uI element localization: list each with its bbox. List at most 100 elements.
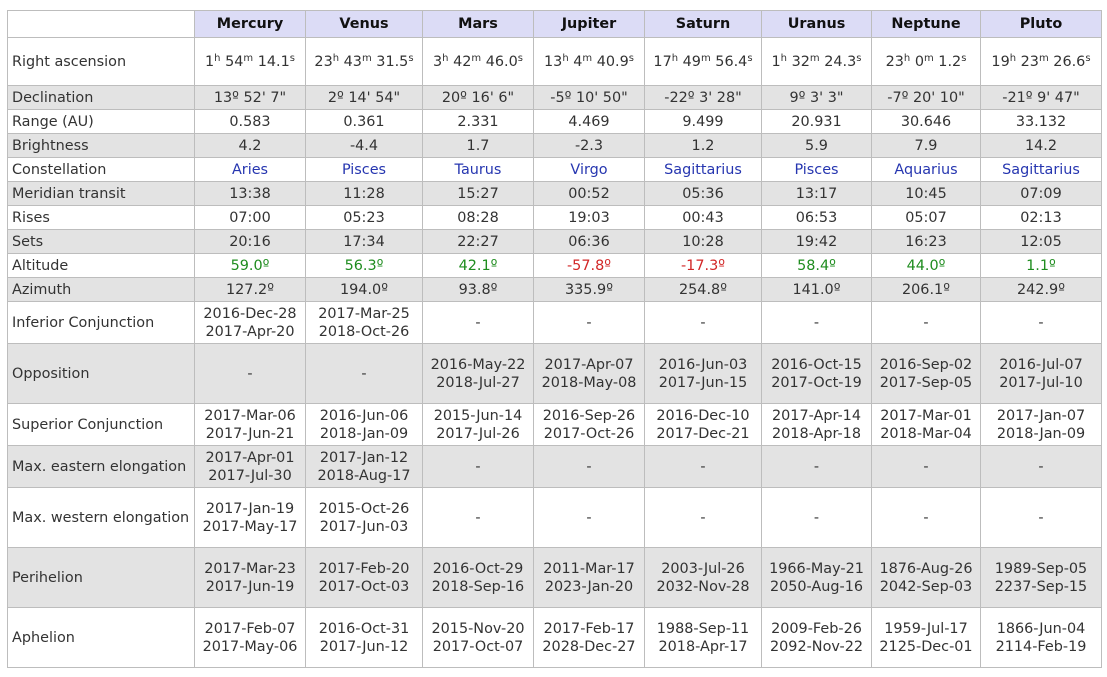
cell-text: 9.499 xyxy=(682,113,724,130)
cell-text: 254.8º xyxy=(679,281,727,298)
table-cell: 0.583 xyxy=(194,109,306,134)
cell-text: 2017-Sep-05 xyxy=(879,374,973,391)
cell-text: 2017-Apr-14 xyxy=(772,407,861,424)
table-cell: - xyxy=(980,301,1102,344)
table-cell: -5º 10' 50" xyxy=(533,85,645,110)
table-cell: Sagittarius xyxy=(980,157,1102,182)
table-cell: 1.2 xyxy=(644,133,762,158)
table-cell: - xyxy=(644,487,762,548)
cell-text: 2018-Jan-09 xyxy=(319,425,409,442)
cell-text: 194.0º xyxy=(340,281,388,298)
row-label: Right ascension xyxy=(7,37,195,86)
table-cell: 2.331 xyxy=(422,109,534,134)
cell-text: 2018-Aug-17 xyxy=(317,467,411,484)
table-row: Max. eastern elongation 2017-Apr-01 2017-J… xyxy=(7,445,1102,488)
cell-text: 2017-Jun-03 xyxy=(319,518,409,535)
cell-text: 1988-Sep-11 xyxy=(656,620,750,637)
cell-text: 2015-Nov-20 xyxy=(431,620,525,637)
table-cell: 1988-Sep-11 2018-Apr-17 xyxy=(644,607,762,668)
cell-text: 2003-Jul-26 xyxy=(661,560,745,577)
table-cell: 30.646 xyxy=(871,109,981,134)
cell-text: 2016-Dec-10 xyxy=(656,407,750,424)
cell-text: 15:27 xyxy=(457,185,499,202)
table-cell: - xyxy=(533,445,645,488)
table-cell: 10:45 xyxy=(871,181,981,206)
cell-text: 141.0º xyxy=(792,281,841,298)
cell-text: 1989-Sep-05 xyxy=(994,560,1088,577)
planet-ephemeris-table: Mercury Venus Mars Jupiter Saturn Uranus… xyxy=(7,10,1102,668)
cell-text: - xyxy=(475,458,481,475)
table-cell: 242.9º xyxy=(980,277,1102,302)
cell-text: -5º 10' 50" xyxy=(550,89,628,106)
cell-text: 20.931 xyxy=(791,113,842,130)
cell-text: 59.0º xyxy=(230,257,270,274)
cell-text: - xyxy=(700,458,706,475)
cell-text: 2016-Oct-29 xyxy=(432,560,524,577)
table-cell: 00:52 xyxy=(533,181,645,206)
cell-text: 16:23 xyxy=(905,233,947,250)
planet-header: Jupiter xyxy=(533,10,645,38)
cell-text: 2016-May-22 xyxy=(430,356,526,373)
table-cell: 2016-May-22 2018-Jul-27 xyxy=(422,343,534,404)
cell-text: 13:38 xyxy=(229,185,271,202)
cell-text: - xyxy=(475,314,481,331)
table-cell: 42.1º xyxy=(422,253,534,278)
cell-text: 1966-May-21 xyxy=(769,560,864,577)
ra-cell: 23h 43m 31.5s xyxy=(305,37,423,86)
cell-text: 2015-Jun-14 xyxy=(433,407,523,424)
cell-text: 7.9 xyxy=(914,137,938,154)
table-cell: 5.9 xyxy=(761,133,872,158)
ra-cell: 3h 42m 46.0s xyxy=(422,37,534,86)
table-cell: - xyxy=(761,445,872,488)
cell-text: 2017-Jan-19 xyxy=(205,500,295,517)
cell-text: - xyxy=(586,509,592,526)
cell-text: 00:52 xyxy=(568,185,610,202)
table-cell: Aquarius xyxy=(871,157,981,182)
cell-text: 2017-Apr-07 xyxy=(544,356,634,373)
table-cell: 13:38 xyxy=(194,181,306,206)
cell-text: - xyxy=(813,314,820,331)
table-cell: -57.8º xyxy=(533,253,645,278)
cell-text: 2011-Mar-17 xyxy=(543,560,635,577)
table-cell: - xyxy=(194,343,306,404)
planet-header: Pluto xyxy=(980,10,1102,38)
table-cell: - xyxy=(422,487,534,548)
cell-text: 2017-Mar-06 xyxy=(204,407,296,424)
cell-text: 2016-Oct-31 xyxy=(318,620,410,637)
table-cell: 127.2º xyxy=(194,277,306,302)
cell-text: 2042-Sep-03 xyxy=(879,578,973,595)
table-cell: 33.132 xyxy=(980,109,1102,134)
cell-text: - xyxy=(1038,314,1044,331)
table-cell: - xyxy=(644,301,762,344)
cell-text: -2.3 xyxy=(574,137,604,154)
table-cell: 05:23 xyxy=(305,205,423,230)
cell-text: 2º 14' 54" xyxy=(327,89,401,106)
row-label: Inferior Conjunction xyxy=(7,301,195,344)
ra-cell: 23h 0m 1.2s xyxy=(871,37,981,86)
row-label: Azimuth xyxy=(7,277,195,302)
cell-text: 06:36 xyxy=(568,233,610,250)
table-cell: 2017-Jan-19 2017-May-17 xyxy=(194,487,306,548)
cell-text: 42.1º xyxy=(458,257,498,274)
cell-text: 17:34 xyxy=(343,233,385,250)
table-cell: 1959-Jul-17 2125-Dec-01 xyxy=(871,607,981,668)
table-cell: - xyxy=(980,487,1102,548)
cell-text: Aries xyxy=(231,161,269,178)
table-cell: 2017-Mar-06 2017-Jun-21 xyxy=(194,403,306,446)
cell-text: 0.583 xyxy=(229,113,271,130)
row-label: Sets xyxy=(7,229,195,254)
cell-text: 2009-Feb-26 xyxy=(771,620,862,637)
cell-text: 2017-Feb-17 xyxy=(543,620,635,637)
table-cell: 2009-Feb-26 2092-Nov-22 xyxy=(761,607,872,668)
table-cell: - xyxy=(644,445,762,488)
table-row: Declination 13º 52' 7" 2º 14' 54" 20º 16' 6… xyxy=(7,85,1102,110)
cell-text: 4.469 xyxy=(568,113,610,130)
table-cell: 2017-Mar-01 2018-Mar-04 xyxy=(871,403,981,446)
table-row: Max. western elongation 2017-Jan-19 2017-M… xyxy=(7,487,1102,548)
table-row: Perihelion 2017-Mar-23 2017-Jun-19 2017-Feb… xyxy=(7,547,1102,608)
table-cell: 7.9 xyxy=(871,133,981,158)
table-cell: 2015-Jun-14 2017-Jul-26 xyxy=(422,403,534,446)
table-row: Aphelion 2017-Feb-07 2017-May-06 2016-Oct-3… xyxy=(7,607,1102,668)
cell-text: 10:28 xyxy=(682,233,724,250)
cell-text: 5.9 xyxy=(805,137,828,154)
